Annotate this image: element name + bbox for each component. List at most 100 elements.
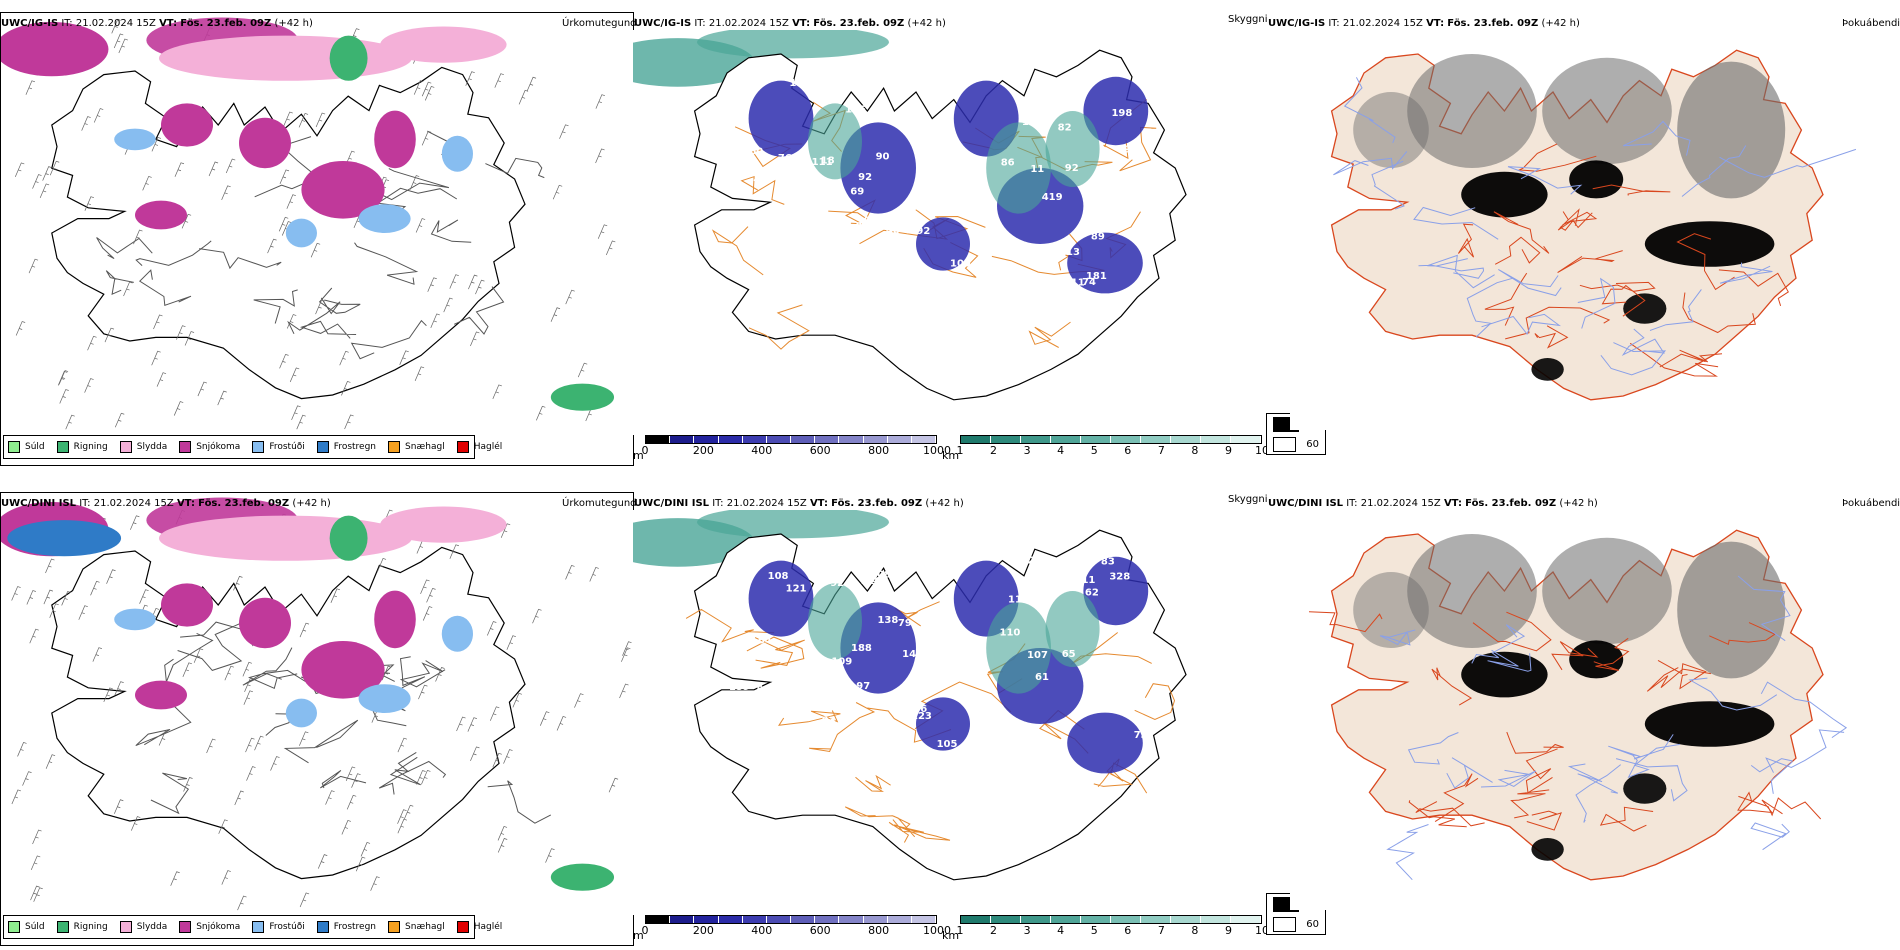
colorbar-cell	[991, 916, 1021, 923]
cloud-base-value: 24	[753, 173, 767, 184]
cloud-base-area	[1067, 232, 1143, 294]
colorbar-cell	[646, 436, 671, 443]
colorbar-tick: 1000	[923, 444, 951, 457]
colorbar-cell	[887, 436, 912, 443]
snow-area	[1, 22, 109, 77]
colorbar-tick: 4	[1057, 924, 1065, 937]
wind-barb	[242, 661, 253, 677]
cloud-base-value: 92	[830, 578, 844, 589]
wind-barb	[360, 842, 371, 857]
cloud-base-value: 177	[829, 716, 850, 727]
fog-legend-swatch	[1273, 436, 1297, 452]
run-header: UWC/DINI ISL IT: 21.02.2024 15Z VT: Fös.…	[1, 498, 331, 509]
fog-area	[1677, 61, 1786, 199]
vt-label-3: VT:	[1443, 498, 1462, 509]
colorbar-cell	[1051, 916, 1081, 923]
cloud-base-value: 94	[985, 260, 999, 271]
wind-barb	[286, 194, 296, 209]
legend-item-snjókoma: Snjókoma	[179, 441, 240, 453]
legend-item-haglél: Haglél	[456, 441, 502, 453]
legend-label: Frostúði	[269, 442, 305, 452]
wind-barb	[246, 766, 256, 781]
colorbar-cell	[1141, 436, 1171, 443]
cloud-base-value: 114	[1008, 595, 1029, 606]
wind-barb	[565, 289, 575, 305]
legend-label: Haglél	[473, 922, 503, 932]
legend-swatch	[316, 921, 329, 933]
cloud-base-value: 34	[1002, 753, 1016, 764]
colorbar-tick: 0	[641, 444, 649, 457]
wind-barb	[65, 414, 75, 430]
precip-legend: Súld Rigning Slydda Snjókoma Frostúði Frostre…	[3, 915, 502, 939]
dense-fog-area	[1461, 651, 1548, 698]
colorbar-cell	[791, 436, 816, 443]
wind-barb	[30, 855, 41, 871]
colorbar-cell	[839, 916, 864, 923]
wind-barb	[29, 628, 39, 644]
colorbar-tick: 800	[868, 444, 890, 457]
precip-title: Úrkomutegund	[562, 498, 637, 509]
colorbar-m-unit: m	[633, 449, 644, 462]
wind-barb	[345, 766, 356, 782]
colorbar-tick: 200	[692, 444, 714, 457]
low-visibility-area	[808, 103, 862, 180]
colorbar-tick: 1	[956, 444, 964, 457]
cloud-base-value: 11	[1071, 277, 1085, 288]
colorbar-cell	[911, 916, 937, 923]
cloud-base-value: 11	[1081, 575, 1095, 586]
cloud-base-value: 110	[1000, 627, 1021, 638]
freezing-drizzle-area	[358, 204, 411, 234]
cloud-base-value: 95	[942, 181, 956, 192]
wind-barb	[61, 591, 71, 606]
vt-label-2: VT:	[792, 18, 811, 29]
wind-barb	[114, 681, 124, 696]
snow-area	[239, 117, 291, 169]
legend-swatch	[8, 441, 20, 453]
it-label-2: IT:	[694, 18, 706, 29]
wind-barb	[58, 370, 69, 385]
fog-map	[1330, 49, 1857, 401]
wind-barb	[556, 716, 567, 731]
cloud-base-value: 105	[937, 739, 958, 750]
legend-label: Rigning	[73, 442, 108, 452]
legend-swatch	[316, 441, 329, 453]
wind-barb	[32, 829, 42, 845]
cloud-base-value: 82	[1026, 574, 1040, 585]
colorbar-tick: 0	[641, 924, 649, 937]
sleet-area	[159, 515, 412, 561]
colorbar-km-unit: km	[942, 929, 960, 942]
wind-barb	[30, 885, 40, 901]
low-visibility-area	[697, 510, 889, 539]
lead-time: (+42 h)	[292, 498, 331, 509]
wind-barb	[420, 579, 430, 595]
wind-barb	[381, 665, 392, 681]
wind-barb	[174, 162, 185, 177]
cloud-base-value: 112	[1014, 555, 1035, 566]
run-header: UWC/IG-IS IT: 21.02.2024 15Z VT: Fös. 23…	[1, 18, 313, 29]
wind-barb	[500, 523, 511, 538]
wind-barb	[113, 33, 124, 49]
fog-panel	[1290, 510, 1900, 910]
cloud-base-value: 75	[1050, 277, 1064, 288]
legend-swatch	[119, 441, 132, 453]
lead-time-3: (+42 h)	[1541, 18, 1580, 29]
wind-barb	[197, 381, 208, 397]
lead-time-2: (+42 h)	[907, 18, 946, 29]
legend-item-slydda: Slydda	[119, 921, 167, 933]
cloud-base-value: 58	[1115, 677, 1129, 688]
wind-barb	[470, 331, 480, 347]
legend-item-snæhagl: Snæhagl	[388, 921, 445, 933]
wind-barb	[559, 124, 569, 139]
it-value: 21.02.2024 15Z	[75, 18, 156, 29]
colorbar-cell	[646, 916, 671, 923]
wind-barb	[574, 693, 584, 708]
snow-area	[161, 103, 213, 147]
dense-fog-area	[1569, 160, 1624, 199]
wind-barb	[279, 353, 289, 369]
cloud-base-value: 181	[1086, 271, 1107, 282]
dense-fog-area	[1569, 640, 1624, 679]
vt-value: Fös. 23.feb. 09Z	[198, 498, 290, 509]
colorbar-cell	[1201, 436, 1231, 443]
dense-fog-area	[1644, 221, 1775, 267]
cloud-base-value: 125	[1022, 117, 1043, 128]
